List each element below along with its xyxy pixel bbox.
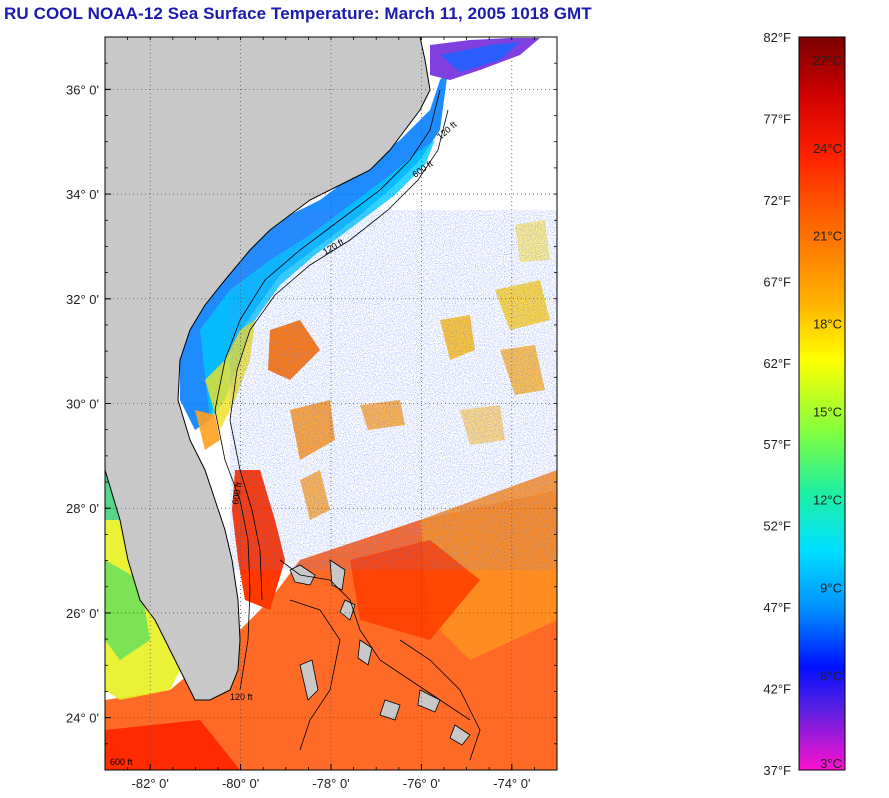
y-tick-label: 30° 0' [66, 397, 99, 412]
y-tick-label: 24° 0' [66, 711, 99, 726]
longitude-axis: -82° 0' -80° 0' -78° 0' -76° 0' -74° 0' [104, 37, 558, 791]
colorbar-f-label: 82°F [763, 30, 791, 45]
depth-contours [214, 89, 481, 761]
colorbar-f-label: 52°F [763, 519, 791, 534]
colorbar-c-label: 15°C [813, 405, 842, 420]
y-tick-label: 36° 0' [66, 82, 99, 97]
colorbar-celsius-labels: 27°C 24°C 21°C 18°C 15°C 12°C 9°C 6°C 3°C [813, 53, 842, 771]
map-layers: 120 ft 600 ft 120 ft 600 ft 120 ft 600 f… [105, 37, 557, 770]
colorbar-c-label: 12°C [813, 493, 842, 508]
colorbar-f-label: 67°F [763, 274, 791, 289]
sst-shelf-cold [180, 38, 540, 450]
contour-label: 120 ft [230, 692, 253, 702]
y-tick-label: 34° 0' [66, 187, 99, 202]
map-title: RU COOL NOAA-12 Sea Surface Temperature:… [4, 4, 592, 23]
y-tick-label: 28° 0' [66, 501, 99, 516]
x-tick-label: -82° 0' [132, 776, 169, 791]
colorbar-c-label: 3°C [820, 756, 842, 771]
colorbar-c-label: 6°C [820, 669, 842, 684]
colorbar-f-label: 72°F [763, 193, 791, 208]
y-tick-label: 32° 0' [66, 292, 99, 307]
colorbar-f-label: 57°F [763, 437, 791, 452]
colorbar-f-label: 62°F [763, 356, 791, 371]
colorbar-f-label: 47°F [763, 600, 791, 615]
colorbar-f-label: 37°F [763, 763, 791, 778]
contour-label: 600 ft [110, 757, 133, 767]
colorbar-fahrenheit-labels: 82°F 77°F 72°F 67°F 62°F 57°F 52°F 47°F 42°F 37°F [763, 30, 791, 778]
colorbar-c-label: 21°C [813, 229, 842, 244]
bahamas-islands [289, 559, 471, 746]
colorbar [798, 36, 846, 771]
x-tick-label: -78° 0' [312, 776, 349, 791]
graticule [105, 37, 557, 770]
colorbar-c-label: 24°C [813, 141, 842, 156]
y-tick-label: 26° 0' [66, 606, 99, 621]
land-mass [105, 37, 431, 701]
colorbar-f-label: 42°F [763, 682, 791, 697]
x-tick-label: -74° 0' [493, 776, 530, 791]
x-tick-label: -76° 0' [403, 776, 440, 791]
colorbar-f-label: 77°F [763, 111, 791, 126]
colorbar-c-label: 18°C [813, 317, 842, 332]
colorbar-c-label: 9°C [820, 581, 842, 596]
contour-label: 600 ft [230, 481, 244, 505]
colorbar-c-label: 27°C [813, 53, 842, 68]
latitude-axis: 36° 0' 34° 0' 32° 0' 30° 0' 28° 0' 26° 0' 24° … [66, 36, 557, 771]
x-tick-label: -80° 0' [222, 776, 259, 791]
